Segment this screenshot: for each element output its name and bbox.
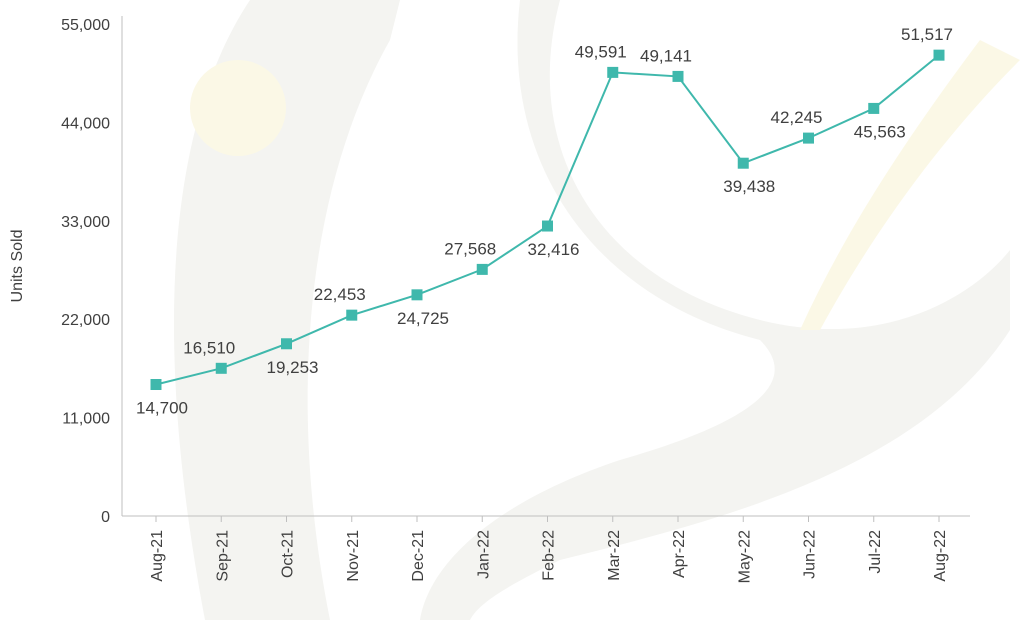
y-tick-label: 33,000 <box>61 214 110 231</box>
y-tick-label: 55,000 <box>61 17 110 34</box>
data-label: 51,517 <box>901 25 953 44</box>
y-tick-label: 22,000 <box>61 312 110 329</box>
x-tick-label: Jan-22 <box>475 530 492 579</box>
x-tick-label: Mar-22 <box>606 530 623 581</box>
data-point-marker <box>150 379 162 391</box>
data-label: 27,568 <box>444 239 496 258</box>
x-tick-label: Oct-21 <box>280 530 297 578</box>
data-point-marker <box>607 66 619 78</box>
data-labels: 14,700 16,510 19,253 22,453 24,725 27,568 32,4… <box>136 25 953 417</box>
data-point-marker <box>215 362 227 374</box>
y-tick-label: 44,000 <box>61 115 110 132</box>
data-point-marker <box>411 289 423 301</box>
watermark-swoosh-right <box>420 0 1010 620</box>
x-tick-label: Dec-21 <box>410 530 427 582</box>
y-tick-label: 0 <box>101 509 110 526</box>
data-point-marker <box>346 309 358 321</box>
data-label: 14,700 <box>136 399 188 418</box>
data-point-marker <box>476 263 488 275</box>
data-point-marker <box>803 132 814 144</box>
x-tick-label: Jun-22 <box>802 530 819 579</box>
y-axis-label: Units Sold <box>9 230 26 303</box>
x-tick-label: Apr-22 <box>671 530 688 578</box>
data-label: 24,725 <box>397 309 449 328</box>
x-tick-label: Nov-21 <box>345 530 362 582</box>
watermark-leaf <box>800 40 1020 330</box>
data-point-marker <box>933 49 945 61</box>
watermark-dot <box>190 60 286 156</box>
x-tick-label: Sep-21 <box>214 530 231 582</box>
watermark-logo <box>173 0 1020 620</box>
x-tick-label: Aug-22 <box>932 530 949 582</box>
data-label: 32,416 <box>528 240 580 259</box>
x-tick-label: Jul-22 <box>867 530 884 574</box>
data-point-marker <box>737 157 749 169</box>
data-point-marker <box>868 102 880 114</box>
x-tick-label: Feb-22 <box>541 530 558 581</box>
series-markers <box>150 49 945 391</box>
data-point-marker <box>672 70 684 82</box>
data-point-marker <box>542 220 553 232</box>
y-tick-label: 11,000 <box>62 411 110 428</box>
data-label: 16,510 <box>183 338 235 357</box>
x-axis-ticks: Aug-21 Sep-21 Oct-21 Nov-21 Dec-21 Jan-22 Feb-… <box>149 516 949 583</box>
data-label: 39,438 <box>723 177 775 196</box>
data-label: 42,245 <box>771 108 823 127</box>
x-tick-label: May-22 <box>736 530 753 583</box>
data-label: 49,141 <box>640 46 692 65</box>
y-axis-ticks: 0 11,000 22,000 33,000 44,000 55,000 <box>61 17 110 526</box>
x-tick-label: Aug-21 <box>149 530 166 582</box>
data-label: 49,591 <box>575 42 627 61</box>
data-label: 19,253 <box>267 358 319 377</box>
axes <box>121 16 970 517</box>
data-label: 22,453 <box>314 285 366 304</box>
data-label: 45,563 <box>854 122 906 141</box>
data-point-marker <box>281 338 292 350</box>
